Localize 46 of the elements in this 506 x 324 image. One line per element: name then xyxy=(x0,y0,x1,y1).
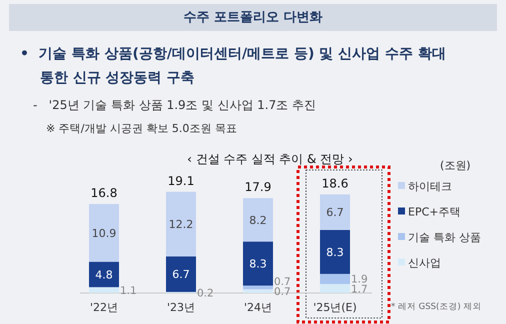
data-label: 8.2 xyxy=(249,214,267,227)
text: • 기술 특화 상품(공항/데이터센터/메트로 등) 및 신사업 수주 확대 통한 신규 성장동력 구축 xyxy=(20,45,447,88)
bar xyxy=(166,192,196,256)
data-label: 0.2 xyxy=(197,287,214,300)
data-label: 12.2 xyxy=(168,218,194,232)
text: ※ 주택/개발 시공권 확보 5.0조원 목표 xyxy=(46,121,237,136)
chart-title: 수주 포트폴리오 다변화 xyxy=(182,9,324,26)
text: * 레저 GSS(조경) 제외 xyxy=(391,301,482,313)
chart-subtitle: ‹ 건설 수주 실적 추이 & 전망 › xyxy=(187,152,353,166)
bar xyxy=(89,204,119,262)
data-label: 0.7 xyxy=(274,286,291,298)
total-label: 17.9 xyxy=(244,180,272,194)
bar xyxy=(320,274,350,284)
bar xyxy=(243,198,273,242)
bar xyxy=(320,284,350,293)
total-label: 16.8 xyxy=(90,186,118,200)
data-label: 6.7 xyxy=(326,206,344,220)
x-tick-label: '25년(E) xyxy=(313,301,357,314)
data-label: 10.9 xyxy=(92,226,116,240)
bar xyxy=(243,289,273,293)
data-label: 1.9 xyxy=(351,273,368,286)
data-label: 0.7 xyxy=(274,276,291,288)
data-label: 6.7 xyxy=(172,268,190,282)
bar xyxy=(243,242,273,286)
bar xyxy=(320,194,350,230)
data-label: 8.3 xyxy=(326,246,344,259)
data-label: 4.8 xyxy=(95,268,113,282)
bar xyxy=(89,262,119,288)
total-label: 19.1 xyxy=(168,174,194,188)
data-label: 8.3 xyxy=(249,258,267,271)
bar xyxy=(166,256,196,292)
text: - '25년 기술 특화 상품 1.9조 및 신사업 1.7조 추진 xyxy=(33,97,316,114)
legend-label: 신사업 xyxy=(408,256,441,270)
x-tick-label: '24년 xyxy=(244,301,272,314)
text: (조원) xyxy=(440,158,471,173)
data-label: 1.7 xyxy=(351,283,368,296)
legend-label: 기술 특화 상품 xyxy=(408,231,481,244)
x-tick-label: '22년 xyxy=(90,301,118,314)
legend-label: 하이테크 xyxy=(408,180,452,193)
x-tick-label: '23년 xyxy=(166,301,196,314)
bar xyxy=(320,230,350,274)
bar xyxy=(89,287,119,293)
legend-label: EPC+주택 xyxy=(408,206,460,218)
bar xyxy=(243,286,273,290)
data-label: 1.1 xyxy=(120,285,137,298)
total-label: 18.6 xyxy=(322,176,348,190)
